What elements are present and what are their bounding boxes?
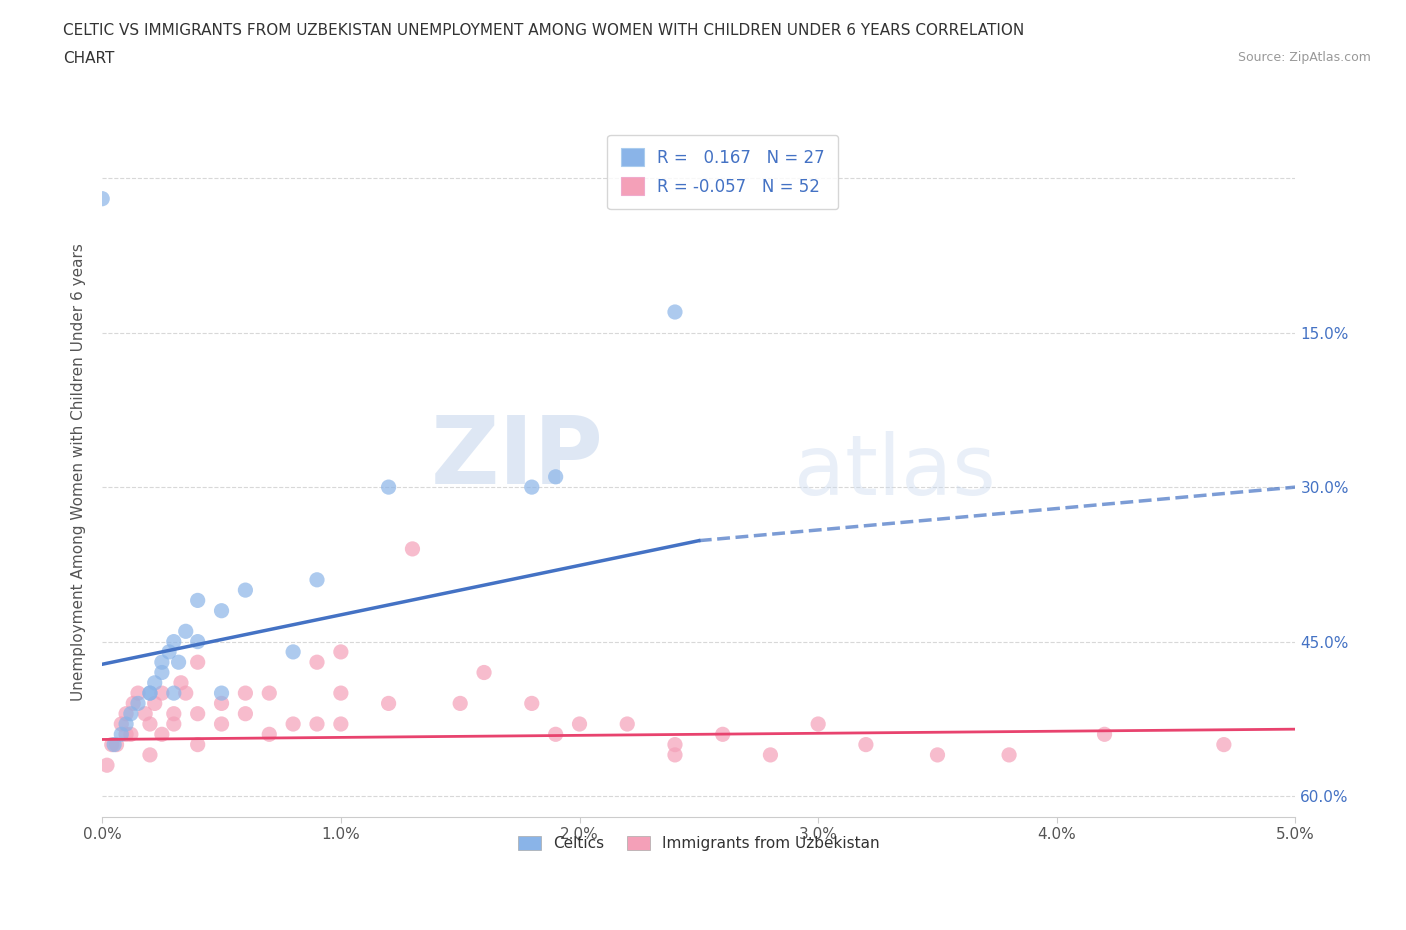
Point — [100, 737, 122, 752]
Point — [544, 470, 567, 485]
Point — [281, 644, 304, 659]
Point — [211, 685, 233, 700]
Point — [103, 737, 125, 752]
Point — [187, 655, 209, 670]
Point — [259, 727, 281, 742]
Point — [998, 748, 1021, 763]
Point — [401, 541, 423, 556]
Point — [170, 675, 193, 690]
Point — [855, 737, 877, 752]
Point — [139, 685, 162, 700]
Point — [143, 675, 166, 690]
Point — [115, 706, 138, 721]
Point — [91, 192, 114, 206]
Point — [187, 593, 209, 608]
Point — [163, 717, 186, 732]
Point — [115, 717, 138, 732]
Point — [520, 696, 543, 711]
Point — [1212, 737, 1234, 752]
Point — [127, 685, 149, 700]
Point — [211, 604, 233, 618]
Point — [174, 624, 197, 639]
Point — [235, 706, 257, 721]
Point — [329, 644, 352, 659]
Point — [329, 717, 352, 732]
Point — [235, 685, 257, 700]
Legend: Celtics, Immigrants from Uzbekistan: Celtics, Immigrants from Uzbekistan — [512, 830, 886, 857]
Point — [711, 727, 734, 742]
Point — [150, 685, 173, 700]
Point — [305, 655, 328, 670]
Point — [157, 644, 180, 659]
Point — [235, 583, 257, 598]
Point — [520, 480, 543, 495]
Point — [163, 685, 186, 700]
Text: CELTIC VS IMMIGRANTS FROM UZBEKISTAN UNEMPLOYMENT AMONG WOMEN WITH CHILDREN UNDE: CELTIC VS IMMIGRANTS FROM UZBEKISTAN UNE… — [63, 23, 1025, 38]
Text: atlas: atlas — [794, 432, 995, 512]
Point — [110, 727, 132, 742]
Point — [115, 727, 138, 742]
Point — [281, 717, 304, 732]
Point — [664, 737, 686, 752]
Point — [122, 696, 145, 711]
Point — [143, 696, 166, 711]
Point — [105, 737, 128, 752]
Point — [927, 748, 949, 763]
Point — [134, 706, 156, 721]
Point — [211, 717, 233, 732]
Point — [174, 685, 197, 700]
Point — [163, 706, 186, 721]
Point — [259, 685, 281, 700]
Point — [163, 634, 186, 649]
Point — [759, 748, 782, 763]
Point — [167, 655, 190, 670]
Point — [377, 696, 399, 711]
Point — [568, 717, 591, 732]
Text: ZIP: ZIP — [430, 412, 603, 504]
Point — [616, 717, 638, 732]
Point — [1094, 727, 1116, 742]
Text: Source: ZipAtlas.com: Source: ZipAtlas.com — [1237, 51, 1371, 64]
Point — [96, 758, 118, 773]
Point — [544, 727, 567, 742]
Point — [449, 696, 471, 711]
Point — [150, 727, 173, 742]
Point — [305, 572, 328, 587]
Point — [664, 304, 686, 319]
Point — [187, 634, 209, 649]
Point — [377, 480, 399, 495]
Point — [127, 696, 149, 711]
Point — [150, 665, 173, 680]
Point — [329, 685, 352, 700]
Point — [110, 717, 132, 732]
Point — [120, 706, 142, 721]
Point — [187, 706, 209, 721]
Y-axis label: Unemployment Among Women with Children Under 6 years: Unemployment Among Women with Children U… — [72, 243, 86, 700]
Point — [187, 737, 209, 752]
Point — [664, 748, 686, 763]
Point — [305, 717, 328, 732]
Point — [807, 717, 830, 732]
Point — [139, 748, 162, 763]
Point — [120, 727, 142, 742]
Point — [139, 685, 162, 700]
Point — [150, 655, 173, 670]
Point — [472, 665, 495, 680]
Point — [139, 717, 162, 732]
Text: CHART: CHART — [63, 51, 115, 66]
Point — [211, 696, 233, 711]
